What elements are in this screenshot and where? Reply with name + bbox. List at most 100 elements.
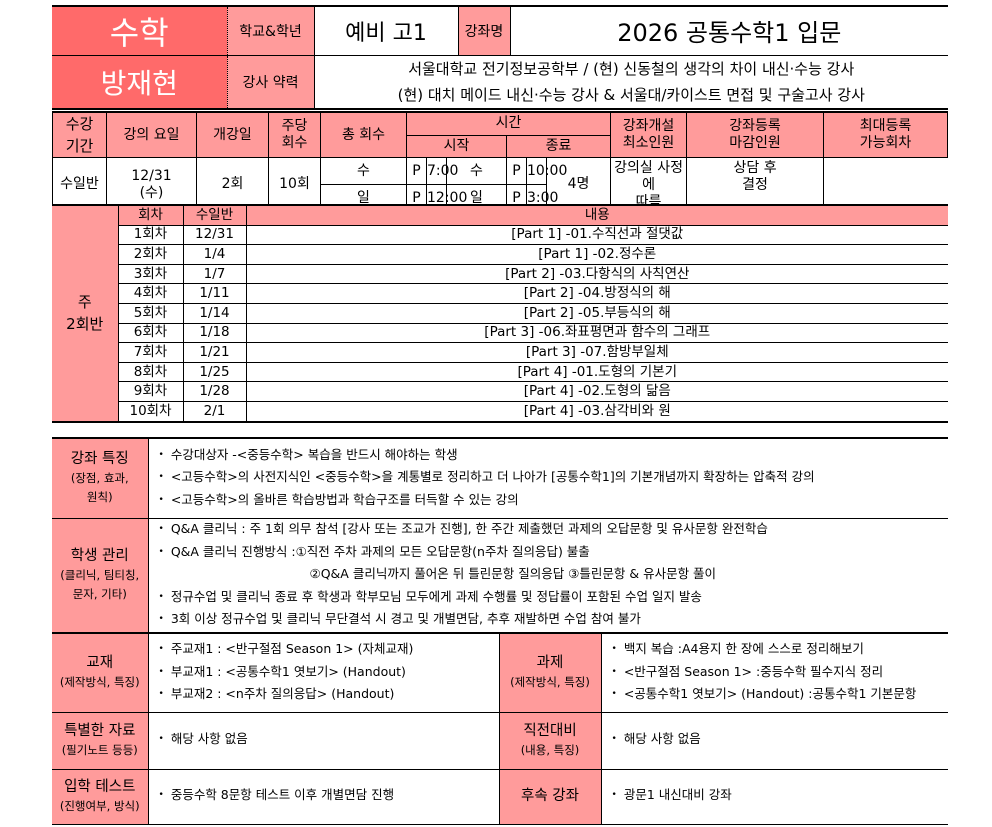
lecture-row: 9회차 1/28 [Part 4] -02.도형의 닮음 (52, 381, 948, 402)
list-item: 부교재2 : <n주차 질의응답> (Handout) (159, 684, 499, 707)
lecture-date: 1/28 (182, 381, 247, 402)
list-item: <고등수학>의 올바른 학습방법과 학습구조를 터득할 수 있는 강의 (159, 490, 949, 513)
lecture-content: [Part 2] -05.부등식의 해 (245, 302, 948, 324)
textbook-title: 교재 (86, 654, 114, 671)
list-item: 광문1 내신대비 강좌 (612, 785, 949, 808)
teacher-career: 서울대학교 전기정보공학부 / (현) 신동철의 생각의 차이 내신·수능 강사… (313, 55, 948, 109)
features-label: 강좌 특징 (장점, 효과, 원칙) (52, 438, 149, 519)
school-grade-label: 학교&학년 (227, 6, 315, 56)
management-title: 학생 관리 (70, 548, 129, 564)
list-item: 해당 사항 없음 (612, 729, 949, 752)
period-label: 수강 기간 (52, 111, 107, 158)
list-item: 정규수업 및 클리닉 종료 후 학생과 학부모님 모두에게 과제 수행률 및 정… (159, 587, 949, 610)
start-date-header: 개강일 (196, 111, 269, 158)
lecture-date: 1/4 (182, 244, 247, 265)
lecture-date: 1/21 (182, 342, 247, 363)
lecture-session: 10회차 (117, 400, 184, 423)
per-week-header: 주당 회수 (268, 111, 321, 158)
time-start-header: 시작 (406, 134, 507, 159)
school-grade-value: 예비 고1 (314, 6, 459, 56)
entrance-test-label: 입학 테스트 (진행여부, 방식) (52, 769, 149, 825)
lecture-content: [Part 3] -06.좌표평면과 함수의 그래프 (245, 322, 948, 344)
total-value: 10회 (268, 157, 321, 213)
career-line: (현) 대치 메이드 내신·수능 강사 & 서울대/카이스트 면접 및 구술고사… (397, 85, 865, 104)
follow-up-title: 후속 강좌 (521, 788, 579, 804)
list-item: 부교재1 : <공통수학1 엿보기> (Handout) (159, 662, 499, 685)
total-header: 총 회수 (320, 111, 407, 158)
list-item: 수강대상자 -<중등수학> 복습을 반드시 해야하는 학생 (159, 445, 949, 468)
lecture-session: 9회차 (117, 381, 184, 402)
entrance-test-subtitle: (진행여부, 방식) (59, 798, 140, 813)
teacher-name-cell: 방재현 (52, 55, 228, 109)
lecture-session: 1회차 (117, 224, 184, 246)
end-time: 10:00 (526, 156, 567, 186)
lecture-date: 12/31 (182, 224, 247, 246)
management-label: 학생 관리 (클리닉, 팀티칭, 문자, 기타) (52, 518, 149, 634)
lecture-row: 1회차 12/31 [Part 1] -01.수직선과 절댓값 (52, 224, 948, 246)
content-header: 내용 (245, 204, 948, 226)
list-item: <공통수학1 엿보기> (Handout) :공통수학1 기본문항 (612, 684, 949, 707)
list-item: 해당 사항 없음 (159, 729, 499, 752)
exam-prep-subtitle: (내용, 특징) (520, 742, 580, 757)
career-label: 강사 약력 (227, 55, 315, 109)
list-item: Q&A 클리닉 : 주 1회 의무 참석 [강사 또는 조교가 진행], 한 주… (159, 519, 949, 542)
lecture-row: 8회차 1/25 [Part 4] -01.도형의 기본기 (52, 361, 948, 383)
reg-close-header: 강좌등록 마감인원 (686, 111, 825, 158)
start-day: 수 (320, 156, 407, 186)
lecture-row: 7회차 1/21 [Part 3] -07.함방부일체 (52, 342, 948, 363)
materials-table: 교재 (제작방식, 특징) 주교재1 : <반구절점 Season 1> (자체… (52, 632, 948, 825)
lecture-session: 6회차 (117, 322, 184, 344)
career-line: 서울대학교 전기정보공학부 / (현) 신동철의 생각의 차이 내신·수능 강사 (408, 59, 855, 78)
special-materials-title: 특별한 자료 (64, 722, 136, 739)
features-subtitle: (장점, 효과, 원칙) (70, 470, 129, 504)
time-header: 시간 (405, 111, 612, 136)
course-name-value: 2026 공통수학1 입문 (510, 6, 948, 56)
features-list: 수강대상자 -<중등수학> 복습을 반드시 해야하는 학생 <고등수학>의 사전… (148, 438, 949, 519)
lecture-date: 1/18 (182, 322, 247, 344)
start-time: 7:00 (426, 156, 458, 186)
course-header-table: 수학 학교&학년 예비 고1 강좌명 2026 공통수학1 입문 방재현 강사 … (52, 5, 948, 110)
lecture-plan-table: 주 2회반 회차 수일반 내용 1회차 12/31 [Part 1] -01.수직선… (52, 204, 948, 423)
features-title: 강좌 특징 (70, 450, 129, 467)
lecture-date: 1/25 (182, 361, 247, 383)
lecture-content: [Part 4] -01.도형의 기본기 (245, 361, 948, 383)
list-item: 중등수학 8문항 테스트 이후 개별면담 진행 (159, 785, 499, 808)
max-sessions-header: 최대등록 가능회차 (823, 111, 948, 158)
course-info-table: 강좌 특징 (장점, 효과, 원칙) 수강대상자 -<중등수학> 복습을 반드시… (52, 437, 948, 634)
list-item: <반구절점 Season 1> :중등수학 필수지식 정리 (612, 662, 949, 685)
list-item: <고등수학>의 사전지식인 <중등수학>을 계통별로 정리하고 더 나아가 [공… (159, 467, 949, 490)
days-value: 수일반 (52, 157, 107, 213)
start-ampm: P (406, 156, 427, 186)
homework-title: 과제 (536, 654, 564, 671)
schedule-table: 수강 기간 강의 요일 개강일 주당 회수 총 회수 시간 강좌개설 최소인원 … (52, 111, 948, 213)
list-item-continued: ②Q&A 클리닉까지 풀어온 뒤 틀린문항 질의응답 ③틀린문항 & 유사문항 … (309, 566, 717, 582)
lecture-content: [Part 2] -03.다항식의 사칙연산 (245, 263, 948, 285)
textbook-subtitle: (제작방식, 특징) (59, 674, 140, 689)
lecture-session: 4회차 (117, 283, 184, 304)
homework-subtitle: (제작방식, 특징) (510, 674, 590, 689)
management-subtitle: (클리닉, 팀티칭, 문자, 기타) (60, 568, 140, 601)
lecture-content: [Part 1] -02.정수론 (245, 244, 948, 265)
exam-prep-list: 해당 사항 없음 (601, 712, 949, 770)
lecture-content: [Part 3] -07.함방부일체 (245, 342, 948, 363)
lecture-row: 3회차 1/7 [Part 2] -03.다항식의 사칙연산 (52, 263, 948, 285)
days-header: 강의 요일 (106, 111, 197, 158)
textbook-list: 주교재1 : <반구절점 Season 1> (자체교재) 부교재1 : <공통… (148, 633, 500, 713)
course-name-label: 강좌명 (458, 6, 511, 56)
homework-label: 과제 (제작방식, 특징) (499, 633, 602, 713)
special-materials-subtitle: (필기노트 등등) (61, 742, 138, 757)
list-item: 3회 이상 정규수업 및 클리닉 무단결석 시 경고 및 개별면담, 추후 재발… (159, 609, 949, 632)
end-ampm: P (506, 156, 527, 186)
reg-close-value: 강의실 사정에 따름 (610, 157, 688, 213)
follow-up-label: 후속 강좌 (499, 769, 602, 825)
list-item: 백지 복습 :A4용지 한 장에 스스로 정리해보기 (612, 639, 949, 662)
follow-up-list: 광문1 내신대비 강좌 (601, 769, 949, 825)
subject-cell: 수학 (52, 6, 228, 56)
per-week-value: 2회 (196, 157, 269, 213)
lecture-session: 2회차 (117, 244, 184, 265)
lecture-row: 4회차 1/11 [Part 2] -04.방정식의 해 (52, 283, 948, 304)
management-list: Q&A 클리닉 : 주 1회 의무 참석 [강사 또는 조교가 진행], 한 주… (148, 518, 949, 634)
lecture-session: 5회차 (117, 302, 184, 324)
lecture-content: [Part 4] -03.삼각비와 원 (245, 400, 948, 423)
lecture-session: 8회차 (117, 361, 184, 383)
